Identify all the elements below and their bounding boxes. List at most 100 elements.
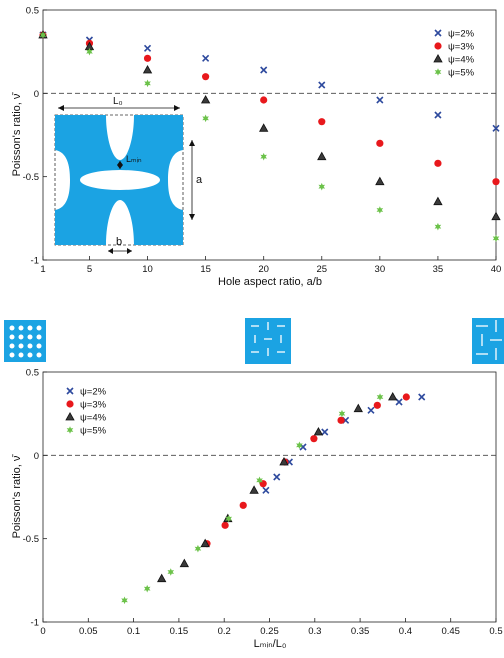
data-point — [402, 393, 410, 401]
data-point — [337, 416, 345, 424]
data-point — [338, 409, 346, 418]
data-point — [492, 234, 500, 243]
legend-marker — [434, 68, 442, 76]
legend: ψ=2% ψ=3% ψ=4% ψ=5% — [433, 29, 475, 79]
data-point — [434, 222, 442, 231]
legend-label: ψ=2% — [448, 29, 475, 40]
data-point — [296, 441, 303, 450]
y-tick-label: -0.5 — [23, 534, 39, 545]
inset-frame — [54, 114, 184, 246]
x-tick-label: 30 — [375, 264, 386, 275]
data-point — [239, 501, 247, 509]
legend-marker — [65, 411, 75, 421]
data-point — [492, 124, 500, 132]
y-axis-label: Poisson's ratio, ν̄ — [11, 454, 23, 539]
tick-labels: 0 0.05 0.1 0.15 0.2 0.25 0.3 0.35 0.4 0.45 0.5 0.5 0… — [23, 368, 503, 638]
data-point — [225, 514, 233, 523]
b-arrow-right — [127, 248, 132, 254]
x-axis-label: Lₘᵢₙ/L₀ — [254, 638, 287, 650]
x-tick-label: 15 — [200, 264, 211, 275]
legend-marker — [433, 53, 443, 63]
tick-marks — [42, 9, 497, 261]
data-point — [260, 152, 267, 161]
data-point — [492, 178, 500, 186]
data-point — [376, 393, 384, 401]
y-tick-label: 0.5 — [26, 368, 39, 379]
legend-marker — [434, 29, 442, 37]
x-tick-label: 0.4 — [399, 626, 412, 637]
x-tick-label: 0.1 — [127, 626, 140, 637]
data-point — [375, 176, 385, 186]
data-point — [376, 139, 384, 147]
l0-arrow-right — [174, 105, 180, 111]
data-point — [86, 47, 93, 56]
data-point — [194, 544, 202, 553]
data-point — [433, 196, 443, 206]
data-point — [121, 596, 128, 605]
x-tick-label: 20 — [258, 264, 269, 275]
data-point — [143, 584, 151, 593]
data-point — [157, 573, 167, 583]
l0-arrow-left — [58, 105, 64, 111]
lmin-arrow-top — [117, 161, 123, 165]
legend-label: ψ=5% — [80, 426, 107, 437]
series-x — [39, 31, 500, 132]
data-point — [321, 428, 329, 436]
legend-marker — [66, 400, 74, 408]
tick-labels: 1 5 10 15 20 25 30 35 400.50-0.5-1 — [23, 6, 502, 276]
x-tick-label: 0.2 — [218, 626, 231, 637]
series-star — [121, 393, 384, 605]
y-tick-label: -1 — [31, 618, 39, 629]
x-tick-label: 35 — [433, 264, 444, 275]
y-tick-label: -1 — [31, 256, 39, 267]
data-point — [376, 96, 384, 104]
x-tick-label: 10 — [142, 264, 153, 275]
x-tick-label: 0.25 — [260, 626, 279, 637]
thumbnail-slit-holes-long — [472, 318, 504, 364]
aspect-ratio-chart: 1 5 10 15 20 25 30 35 400.50-0.5-1 L₀ Lₘᵢₙ a b — [11, 6, 501, 289]
l0-label: L₀ — [113, 96, 123, 107]
lmin-label: Lₘᵢₙ — [126, 154, 142, 164]
data-point — [279, 456, 289, 466]
data-point — [200, 538, 210, 548]
data-point — [202, 73, 210, 81]
data-point — [434, 111, 442, 119]
data-point — [262, 486, 270, 494]
x-tick-label: 0.05 — [79, 626, 98, 637]
thumbnail-slit-holes-mid — [245, 318, 291, 364]
thumbnail-circular-holes — [4, 320, 46, 362]
series-triangle — [157, 391, 398, 583]
data-point — [249, 485, 259, 494]
data-point — [273, 473, 281, 481]
y-tick-label: 0 — [34, 89, 39, 100]
data-point — [388, 391, 398, 401]
plot-frame — [42, 9, 497, 261]
b-label: b — [116, 236, 122, 248]
y-axis-label: Poisson's ratio, ν̄ — [11, 92, 23, 177]
data-point — [167, 568, 175, 576]
legend: ψ=2% ψ=3% ψ=4% ψ=5% — [65, 387, 107, 437]
x-tick-label: 40 — [491, 264, 502, 275]
x-tick-label: 0.45 — [441, 626, 460, 637]
series-circle — [203, 393, 410, 548]
lmin-arrow-bottom — [117, 165, 123, 169]
x-tick-label: 0.35 — [351, 626, 370, 637]
legend-label: ψ=4% — [80, 413, 107, 424]
series-x — [262, 393, 426, 494]
structure-thumbnails — [4, 318, 504, 364]
data-point — [317, 151, 327, 161]
data-points — [121, 391, 426, 605]
data-point — [143, 44, 152, 52]
legend-label: ψ=5% — [448, 68, 475, 79]
a-arrow-top — [189, 140, 195, 146]
data-point — [202, 114, 209, 123]
legend-label: ψ=4% — [448, 55, 475, 66]
unit-cell-inset: L₀ Lₘᵢₙ a b — [54, 96, 203, 254]
legend-label: ψ=3% — [80, 400, 107, 411]
data-point — [318, 182, 326, 191]
tick-marks — [42, 371, 497, 623]
x-axis-label: Hole aspect ratio, a/b — [218, 276, 322, 288]
unit-cell-shape — [55, 115, 183, 245]
legend-marker — [66, 426, 74, 434]
